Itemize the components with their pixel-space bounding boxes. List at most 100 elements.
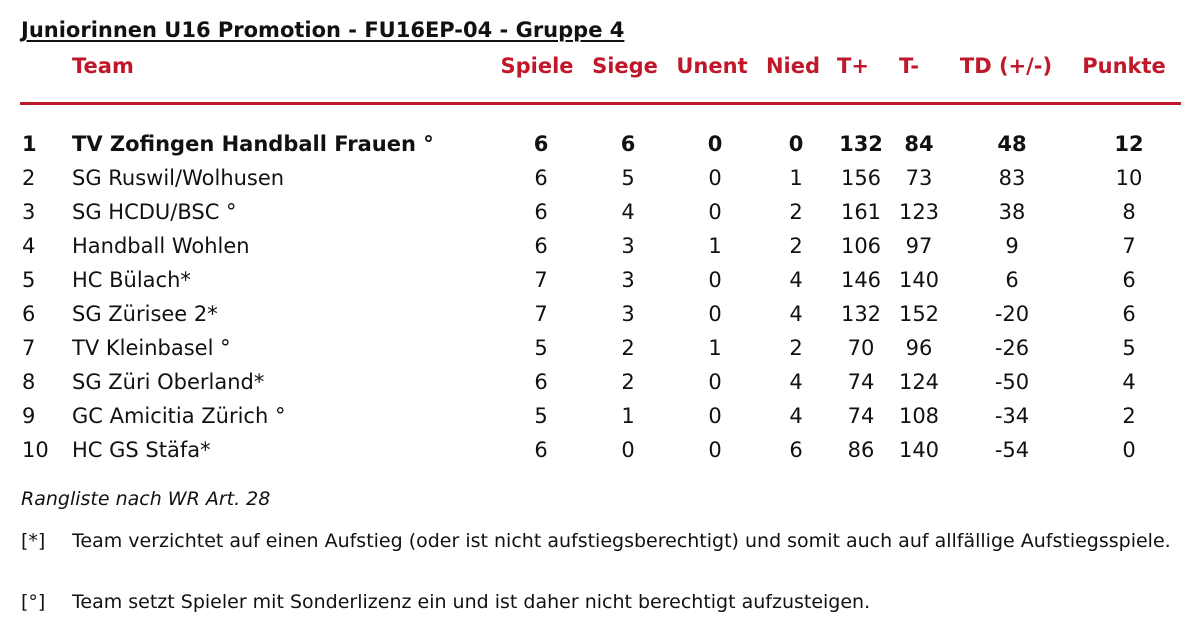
cell-siege: 0 xyxy=(621,438,635,462)
cell-tminus: 96 xyxy=(905,336,933,360)
cell-tplus: 74 xyxy=(847,404,875,428)
cell-spiele: 6 xyxy=(534,438,548,462)
header-siege: Siege xyxy=(592,54,658,78)
rangliste-note: Rangliste nach WR Art. 28 xyxy=(21,488,271,510)
header-nied: Nied xyxy=(765,54,821,78)
cell-nied: 2 xyxy=(789,200,803,224)
header-tminus: T- xyxy=(899,54,919,78)
header-spiele: Spiele xyxy=(500,54,574,78)
cell-punkte: 0 xyxy=(1122,438,1136,462)
cell-td: 6 xyxy=(1005,268,1019,292)
cell-unent: 0 xyxy=(708,166,722,190)
cell-punkte: 6 xyxy=(1122,302,1136,326)
table-row: 1 TV Zofingen Handball Frauen ° 6 6 0 0 132 84 4… xyxy=(0,127,1196,161)
cell-td: 38 xyxy=(998,200,1026,224)
cell-rank: 2 xyxy=(22,166,36,190)
cell-tminus: 140 xyxy=(898,268,940,292)
cell-unent: 0 xyxy=(708,302,722,326)
header-td: TD (+/-) xyxy=(959,54,1053,78)
cell-spiele: 5 xyxy=(534,336,548,360)
table-row: 3 SG HCDU/BSC ° 6 4 0 2 161 123 38 8 xyxy=(0,195,1196,229)
cell-unent: 0 xyxy=(708,268,722,292)
table-row: 9 GC Amicitia Zürich ° 5 1 0 4 74 108 -34 2 xyxy=(0,399,1196,433)
cell-team: TV Kleinbasel ° xyxy=(72,336,231,360)
cell-rank: 9 xyxy=(22,404,36,428)
cell-spiele: 7 xyxy=(534,302,548,326)
cell-siege: 2 xyxy=(621,336,635,360)
table-row: 7 TV Kleinbasel ° 5 2 1 2 70 96 -26 5 xyxy=(0,331,1196,365)
footnote-text: Team verzichtet auf einen Aufstieg (oder… xyxy=(72,530,1171,552)
cell-punkte: 10 xyxy=(1115,166,1143,190)
footnote-degree: [°] Team setzt Spieler mit Sonderlizenz … xyxy=(21,589,1181,615)
cell-rank: 1 xyxy=(22,132,37,156)
cell-td: -34 xyxy=(994,404,1030,428)
cell-spiele: 6 xyxy=(533,132,549,156)
cell-tplus: 74 xyxy=(847,370,875,394)
cell-team: HC GS Stäfa* xyxy=(72,438,211,462)
cell-nied: 2 xyxy=(789,336,803,360)
table-row: 6 SG Zürisee 2* 7 3 0 4 132 152 -20 6 xyxy=(0,297,1196,331)
cell-tminus: 123 xyxy=(898,200,940,224)
cell-siege: 5 xyxy=(621,166,635,190)
cell-unent: 0 xyxy=(707,132,723,156)
cell-rank: 3 xyxy=(22,200,36,224)
cell-punkte: 5 xyxy=(1122,336,1136,360)
cell-siege: 4 xyxy=(621,200,635,224)
cell-punkte: 12 xyxy=(1114,132,1144,156)
footnote-text: Team setzt Spieler mit Sonderlizenz ein … xyxy=(72,591,871,613)
cell-nied: 0 xyxy=(788,132,804,156)
cell-punkte: 2 xyxy=(1122,404,1136,428)
cell-unent: 0 xyxy=(708,404,722,428)
cell-siege: 6 xyxy=(620,132,636,156)
cell-unent: 1 xyxy=(708,336,722,360)
cell-siege: 3 xyxy=(621,234,635,258)
cell-tminus: 152 xyxy=(898,302,940,326)
footnote-mark: [*] xyxy=(21,530,46,552)
cell-nied: 1 xyxy=(789,166,803,190)
cell-td: 83 xyxy=(998,166,1026,190)
table-row: 5 HC Bülach* 7 3 0 4 146 140 6 6 xyxy=(0,263,1196,297)
cell-td: -50 xyxy=(994,370,1030,394)
cell-tplus: 156 xyxy=(840,166,882,190)
cell-tplus: 161 xyxy=(840,200,882,224)
table-row: 8 SG Züri Oberland* 6 2 0 4 74 124 -50 4 xyxy=(0,365,1196,399)
cell-nied: 2 xyxy=(789,234,803,258)
cell-rank: 6 xyxy=(22,302,36,326)
cell-punkte: 4 xyxy=(1122,370,1136,394)
page-title: Juniorinnen U16 Promotion - FU16EP-04 - … xyxy=(21,18,625,42)
cell-team: HC Bülach* xyxy=(72,268,191,292)
cell-siege: 3 xyxy=(621,268,635,292)
cell-nied: 6 xyxy=(789,438,803,462)
cell-nied: 4 xyxy=(789,404,803,428)
cell-tplus: 132 xyxy=(840,302,882,326)
cell-spiele: 6 xyxy=(534,200,548,224)
cell-spiele: 7 xyxy=(534,268,548,292)
cell-team: GC Amicitia Zürich ° xyxy=(72,404,286,428)
cell-rank: 10 xyxy=(22,438,49,462)
cell-spiele: 6 xyxy=(534,166,548,190)
cell-td: -20 xyxy=(994,302,1030,326)
cell-team: SG HCDU/BSC ° xyxy=(72,200,237,224)
cell-tminus: 108 xyxy=(898,404,940,428)
cell-td: 48 xyxy=(997,132,1027,156)
cell-rank: 8 xyxy=(22,370,36,394)
cell-nied: 4 xyxy=(789,370,803,394)
cell-tminus: 97 xyxy=(905,234,933,258)
cell-rank: 5 xyxy=(22,268,36,292)
footnote-asterisk: [*] Team verzichtet auf einen Aufstieg (… xyxy=(21,528,1181,580)
cell-tplus: 70 xyxy=(847,336,875,360)
cell-unent: 0 xyxy=(708,370,722,394)
cell-team: SG Zürisee 2* xyxy=(72,302,218,326)
cell-nied: 4 xyxy=(789,268,803,292)
header-team: Team xyxy=(72,54,134,78)
cell-td: -26 xyxy=(994,336,1030,360)
cell-punkte: 7 xyxy=(1122,234,1136,258)
cell-tminus: 124 xyxy=(898,370,940,394)
cell-spiele: 6 xyxy=(534,370,548,394)
cell-team: SG Züri Oberland* xyxy=(72,370,265,394)
cell-nied: 4 xyxy=(789,302,803,326)
cell-td: -54 xyxy=(994,438,1030,462)
cell-unent: 0 xyxy=(708,438,722,462)
cell-team: Handball Wohlen xyxy=(72,234,250,258)
cell-rank: 7 xyxy=(22,336,36,360)
